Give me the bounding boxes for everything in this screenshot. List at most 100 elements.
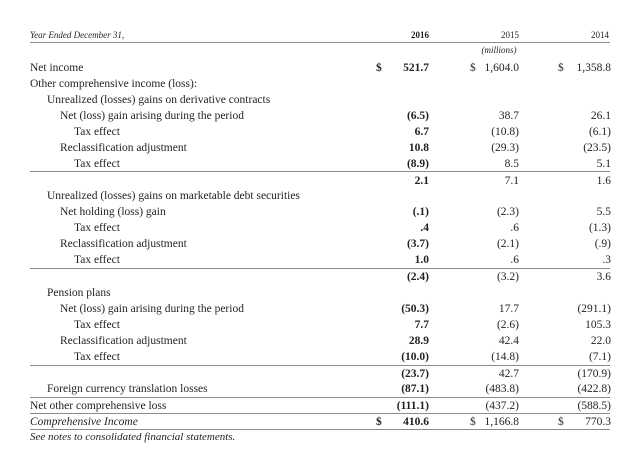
- value-2015: (3.2): [496, 271, 519, 283]
- value-2016: .4: [420, 222, 429, 234]
- year-2014-header: 2014: [591, 30, 609, 40]
- period-label: Year Ended December 31,: [30, 30, 125, 40]
- value-2015: 7.1: [504, 175, 519, 187]
- table-row: Net (loss) gain arising during the perio…: [0, 301, 644, 317]
- currency-symbol: $: [558, 416, 564, 428]
- value-2015: (2.6): [496, 319, 519, 331]
- table-row: Reclassification adjustment 10.8 (29.3) …: [0, 140, 644, 156]
- value-2015: 38.7: [498, 110, 519, 122]
- table-row-subtotal: 2.1 7.1 1.6: [0, 173, 644, 189]
- value-2016: (23.7): [401, 368, 429, 380]
- table-row: Reclassification adjustment (3.7) (2.1) …: [0, 236, 644, 252]
- value-2015: 42.7: [498, 368, 519, 380]
- value-2014: (.9): [594, 238, 611, 250]
- value-2015: (29.3): [491, 142, 519, 154]
- value-2014: (1.3): [588, 222, 611, 234]
- table-row-subtotal: (23.7) 42.7 (170.9): [0, 366, 644, 382]
- divider: [30, 413, 610, 414]
- value-2016: (.1): [412, 206, 429, 218]
- table-row: Tax effect 1.0 .6 .3: [0, 252, 644, 268]
- row-label: Unrealized (losses) gains on derivative …: [47, 94, 271, 106]
- table-row-comprehensive-income: Comprehensive Income $ $ $ 410.6 1,166.8…: [0, 414, 644, 430]
- value-2014: (23.5): [583, 142, 611, 154]
- value-2014: (291.1): [577, 303, 611, 315]
- row-label: Reclassification adjustment: [60, 142, 187, 154]
- table-row-pension-heading: Pension plans: [0, 285, 644, 301]
- table-row: Tax effect 7.7 (2.6) 105.3: [0, 317, 644, 333]
- units-label: (millions): [481, 45, 517, 55]
- row-label: Pension plans: [47, 287, 111, 299]
- row-label: Net (loss) gain arising during the perio…: [60, 303, 244, 315]
- value-2015: (2.1): [496, 238, 519, 250]
- value-2016: 6.7: [414, 126, 429, 138]
- row-label: Tax effect: [74, 158, 120, 170]
- value-2015: 1,166.8: [484, 416, 520, 428]
- row-label: Comprehensive Income: [30, 416, 138, 428]
- row-label: Foreign currency translation losses: [47, 383, 208, 395]
- value-2016: (2.4): [406, 271, 429, 283]
- row-label: Net other comprehensive loss: [30, 400, 167, 412]
- value-2016: (3.7): [406, 238, 429, 250]
- value-2015: 8.5: [504, 158, 519, 170]
- row-label: Net (loss) gain arising during the perio…: [60, 110, 244, 122]
- row-label: Net income: [30, 62, 84, 74]
- value-2016: (8.9): [406, 158, 429, 170]
- value-2016: (10.0): [401, 351, 429, 363]
- value-2016: 7.7: [414, 319, 429, 331]
- footnote: See notes to consolidated financial stat…: [30, 431, 236, 443]
- value-2016: 10.8: [408, 142, 429, 154]
- value-2015: 42.4: [498, 335, 519, 347]
- value-2014: 5.5: [596, 206, 611, 218]
- row-label: Tax effect: [74, 222, 120, 234]
- value-2016: 2.1: [414, 175, 429, 187]
- value-2014: 3.6: [596, 271, 611, 283]
- value-2015: (437.2): [485, 400, 519, 412]
- value-2014: 22.0: [590, 335, 611, 347]
- value-2015: (10.8): [491, 126, 519, 138]
- divider: [30, 171, 610, 172]
- currency-symbol: $: [470, 416, 476, 428]
- table-row: Net (loss) gain arising during the perio…: [0, 108, 644, 124]
- row-label: Other comprehensive income (loss):: [30, 78, 198, 90]
- value-2014: (170.9): [577, 368, 611, 380]
- table-row: Net holding (loss) gain (.1) (2.3) 5.5: [0, 204, 644, 220]
- divider: [30, 397, 610, 398]
- table-row-derivatives-heading: Unrealized (losses) gains on derivative …: [0, 92, 644, 108]
- table-row-net-income: Net income $ $ $ 521.7 1,604.0 1,358.8: [0, 60, 644, 76]
- row-label: Tax effect: [74, 351, 120, 363]
- value-2014: (6.1): [588, 126, 611, 138]
- divider: [30, 365, 610, 366]
- table-row-subtotal: (2.4) (3.2) 3.6: [0, 269, 644, 285]
- value-2014: (7.1): [588, 351, 611, 363]
- table-row: Tax effect (8.9) 8.5 5.1: [0, 156, 644, 172]
- table-row: Reclassification adjustment 28.9 42.4 22…: [0, 333, 644, 349]
- divider: [30, 268, 610, 269]
- value-2015: 17.7: [498, 303, 519, 315]
- value-2015: (14.8): [491, 351, 519, 363]
- table-row: Tax effect (10.0) (14.8) (7.1): [0, 349, 644, 365]
- value-2015: (483.8): [485, 383, 519, 395]
- value-2016: (111.1): [396, 400, 429, 412]
- header-rule: [30, 42, 610, 43]
- row-label: Tax effect: [74, 254, 120, 266]
- year-2015-header: 2015: [501, 30, 519, 40]
- value-2015: 1,604.0: [484, 62, 520, 74]
- value-2015: .6: [510, 254, 519, 266]
- value-2016: 521.7: [403, 62, 429, 74]
- row-label: Reclassification adjustment: [60, 335, 187, 347]
- value-2015: .6: [510, 222, 519, 234]
- currency-symbol: $: [558, 62, 564, 74]
- row-label: Tax effect: [74, 126, 120, 138]
- value-2014: 5.1: [596, 158, 611, 170]
- value-2014: 26.1: [590, 110, 611, 122]
- row-label: Tax effect: [74, 319, 120, 331]
- row-label: Reclassification adjustment: [60, 238, 187, 250]
- value-2016: 1.0: [414, 254, 429, 266]
- value-2016: 28.9: [408, 335, 429, 347]
- value-2014: .3: [602, 254, 611, 266]
- table-row: Tax effect 6.7 (10.8) (6.1): [0, 124, 644, 140]
- value-2014: (588.5): [577, 400, 611, 412]
- value-2014: 770.3: [585, 416, 611, 428]
- currency-symbol: $: [470, 62, 476, 74]
